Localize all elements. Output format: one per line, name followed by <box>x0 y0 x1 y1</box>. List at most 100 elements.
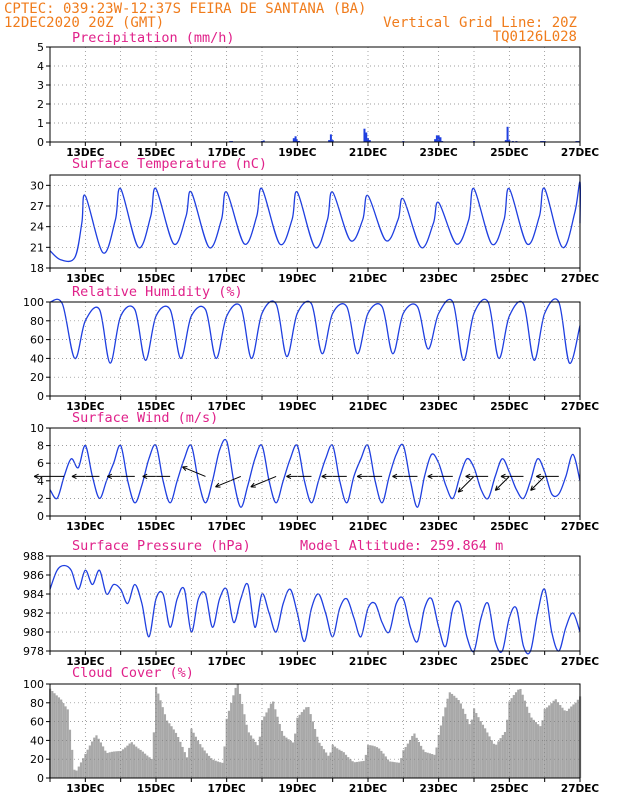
cloud-bar <box>241 703 244 778</box>
wind-arrowhead <box>107 473 113 480</box>
cloud-bar <box>384 756 387 778</box>
y-tick-label: 0 <box>37 772 44 785</box>
cloud-bar <box>75 770 78 778</box>
x-tick-label: 13DEC <box>66 401 105 413</box>
cloud-bar <box>212 759 215 778</box>
cloud-bar <box>355 761 359 778</box>
cloud-bar <box>561 707 564 778</box>
cloud-bar <box>143 753 147 778</box>
precip-bar <box>434 139 437 142</box>
cloud-bar <box>512 695 515 778</box>
cloud-bar <box>541 720 544 778</box>
precip-bar <box>439 137 442 142</box>
cloud-bar <box>386 759 390 778</box>
wind-panel: Surface Wind (m/s) 0 2 4 6 8 10 13DEC 15DEC 17DEC… <box>30 410 599 533</box>
y-tick-label: 3 <box>37 79 44 92</box>
cloud-bar <box>545 707 549 778</box>
x-tick-label: 25DEC <box>490 783 529 795</box>
cloud-bar <box>552 700 555 778</box>
wind-arrowhead <box>215 482 221 488</box>
cloud-bar <box>576 699 579 778</box>
cloud-bar <box>274 709 277 778</box>
cloud-bar <box>93 737 96 778</box>
cloud-bar <box>389 761 392 778</box>
cloud-bar <box>77 766 80 778</box>
x-tick-label: 21DEC <box>349 783 388 795</box>
precip-bar <box>294 136 297 142</box>
cloud-bar <box>559 705 562 778</box>
cloud-bar <box>150 758 153 778</box>
cloud-bar <box>183 752 186 778</box>
x-tick-label: 27DEC <box>561 401 600 413</box>
cloud-bar <box>318 742 321 778</box>
precip-bar <box>328 140 331 142</box>
cloud-bar <box>461 708 465 778</box>
cloud-bar <box>307 707 310 778</box>
panel-title: Surface Wind (m/s) <box>72 410 218 426</box>
y-tick-label: 21 <box>30 241 44 254</box>
cloud-bar <box>371 745 374 778</box>
wind-arrowhead <box>71 473 77 480</box>
cloud-bar <box>252 738 255 778</box>
cloud-bar <box>446 698 449 778</box>
y-tick-label: 18 <box>30 262 44 275</box>
y-tick-label: 984 <box>23 588 44 601</box>
cloud-bar <box>314 728 317 778</box>
x-tick-label: 21DEC <box>349 147 388 159</box>
cloud-bar <box>261 720 264 778</box>
cloud-bar <box>232 695 235 778</box>
cloud-bar <box>537 724 540 778</box>
cloud-bar <box>64 706 67 778</box>
wind-arrowhead <box>536 473 542 480</box>
wind-arrowhead <box>457 487 464 493</box>
cloud-bar <box>132 744 136 778</box>
x-tick-label: 15DEC <box>137 401 176 413</box>
x-tick-label: 19DEC <box>278 273 317 285</box>
panel-frame <box>49 174 581 269</box>
cloud-bar <box>439 725 443 778</box>
cloud-bar <box>417 741 420 778</box>
cloud-bar <box>340 750 343 778</box>
temperature-panel: Surface Temperature (nC) 18 21 24 27 30 13DEC 1… <box>30 156 599 285</box>
cloud-bar <box>320 745 323 778</box>
cloud-bar <box>201 747 204 778</box>
cloud-bar <box>181 746 184 778</box>
cloud-bar <box>99 742 102 778</box>
cloud-bar <box>380 750 383 778</box>
y-tick-label: 40 <box>30 734 44 747</box>
cloud-bar <box>97 738 100 778</box>
cloud-bar <box>347 757 350 778</box>
cloud-bar <box>481 724 485 778</box>
cloud-bar <box>378 748 381 778</box>
precip-bar <box>262 140 265 142</box>
x-tick-label: 27DEC <box>561 656 600 668</box>
cloud-bar <box>327 755 330 778</box>
cloud-bar <box>358 761 361 778</box>
x-tick-label: 19DEC <box>278 401 317 413</box>
wind-arrowhead <box>250 482 256 488</box>
cloud-bar <box>570 706 573 778</box>
cloud-bar <box>528 712 531 778</box>
x-tick-label: 23DEC <box>420 783 459 795</box>
cloud-bar <box>459 703 462 778</box>
y-tick-label: 20 <box>30 371 44 384</box>
cloud-bar <box>302 709 306 778</box>
cloud-bar <box>216 761 220 778</box>
cloud-bar <box>565 710 568 778</box>
cloud-bar <box>488 736 491 778</box>
cloud-bar <box>267 708 270 778</box>
wind-vector <box>530 476 546 491</box>
cloud-bar <box>367 745 370 778</box>
cloud-bar <box>194 736 197 778</box>
x-tick-label: 27DEC <box>561 273 600 285</box>
y-tick-label: 27 <box>30 200 44 213</box>
cloud-bar <box>519 688 522 778</box>
cloud-bar <box>497 741 500 778</box>
cloud-bar <box>124 747 127 778</box>
panel-frame <box>49 555 581 652</box>
cloud-bar <box>126 745 129 778</box>
y-tick-label: 8 <box>37 440 44 453</box>
wind-vector <box>250 475 277 488</box>
cloud-bar <box>309 714 312 778</box>
cloud-bar <box>464 713 467 778</box>
